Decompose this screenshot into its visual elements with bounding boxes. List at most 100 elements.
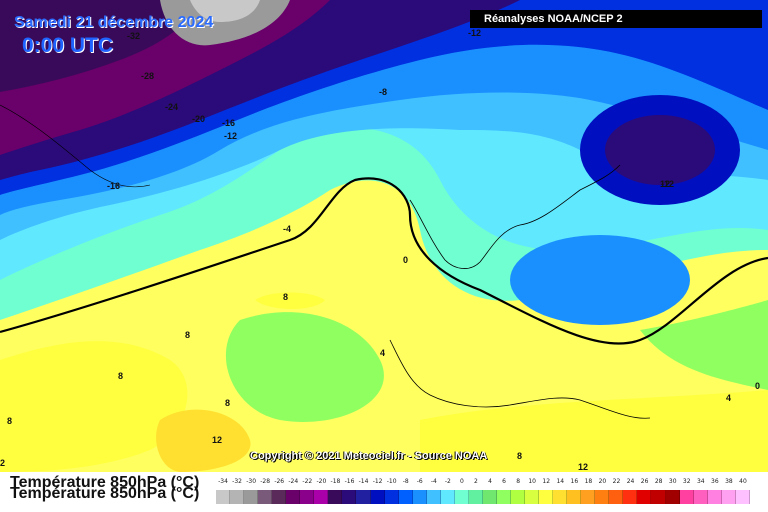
legend-swatch (230, 490, 245, 504)
contour-label: -12 (661, 179, 675, 189)
legend-title: Température 850hPa (°C) (10, 474, 200, 491)
contour-label: 12 (212, 435, 223, 445)
legend-swatch (426, 490, 441, 504)
contour-label: 0 (403, 255, 409, 265)
legend-tick-label: 18 (584, 478, 593, 485)
legend-swatch (328, 490, 343, 504)
legend-tick-label: 28 (654, 478, 663, 485)
contour-label: 8 (185, 330, 191, 340)
temperature-map (0, 0, 768, 472)
legend-tick-label: -8 (402, 478, 409, 485)
contour-label: -4 (283, 224, 292, 234)
source-label: Réanalyses NOAA/NCEP 2 (470, 10, 762, 28)
contour-label: 12 (578, 462, 589, 472)
legend-swatch (300, 490, 315, 504)
contour-label: 4 (380, 348, 386, 358)
legend-swatch (553, 490, 568, 504)
legend-tick-label: 8 (516, 478, 521, 485)
contour-label: -32 (127, 31, 141, 41)
legend-swatch (370, 490, 385, 504)
central-europe-cold (510, 235, 690, 325)
legend-tick-label: -2 (444, 478, 451, 485)
contour-label: 8 (225, 398, 231, 408)
zero-isotherm (0, 177, 768, 345)
legend-tick-label: -30 (246, 478, 257, 485)
legend-title-shadow: Température 850hPa (°C) (10, 485, 200, 502)
legend-tick-label: 30 (668, 478, 677, 485)
color-scale: -34 -32 -30 -28 -26 -24 -22 -20 -18 -16 -14 -12 -10-… (216, 472, 750, 512)
legend-swatch (244, 490, 259, 504)
legend-tick-label: 32 (682, 478, 691, 485)
contour-label: 2 (0, 458, 6, 468)
contour-label: -24 (165, 102, 179, 112)
legend-swatch (454, 490, 469, 504)
legend-tick-label: 2 (474, 478, 478, 485)
legend-swatch (272, 490, 287, 504)
legend-swatch (510, 490, 526, 504)
color-scale-labels: -34 -32 -30 -28 -26 -24 -22 -20 -18 -16 -14 -12 -10-… (216, 478, 750, 488)
legend-swatch (258, 490, 273, 504)
legend-tick-label: 38 (725, 478, 733, 485)
legend-tick-label: -32 (232, 478, 242, 485)
contour-label: 12 (660, 179, 671, 189)
warm-spot-8 (255, 292, 325, 309)
legend-tick-label: -12 (372, 478, 383, 485)
legend-swatch (707, 490, 722, 504)
legend-swatch (384, 490, 399, 504)
legend-swatch (216, 490, 231, 504)
legend-tick-label: -16 (344, 478, 355, 485)
coastline-north (409, 164, 621, 269)
legend-swatch (623, 490, 638, 504)
contour-label: -12 (468, 28, 482, 38)
map-time: 0:00 UTC (22, 34, 114, 57)
legend-tick-label: 16 (570, 478, 579, 485)
band-minus34 (190, 0, 260, 22)
coastline-greenland (0, 104, 151, 188)
legend-tick-label: 14 (556, 478, 565, 485)
legend-swatch (525, 490, 540, 504)
legend-tick-label: 26 (640, 478, 649, 485)
coastline-south (389, 339, 651, 419)
contour-label: -8 (379, 87, 388, 97)
legend-tick-label: -28 (260, 478, 271, 485)
legend-tick-label: -4 (430, 478, 437, 485)
legend-swatch (609, 490, 624, 504)
contour-label: -16 (107, 181, 121, 191)
cold-core-inner (605, 115, 715, 185)
legend-tick-label: 10 (528, 478, 536, 485)
legend-footer: Température 850hPa (°C) Température 850h… (0, 472, 768, 512)
legend-swatch (721, 490, 736, 504)
warm-zone-south (420, 390, 768, 472)
legend-swatch (693, 490, 708, 504)
legend-tick-label: 24 (626, 478, 635, 485)
legend-tick-label: -22 (302, 478, 313, 485)
legend-tick-label: 22 (612, 478, 621, 485)
band-minus28 (0, 0, 200, 92)
legend-swatch (342, 490, 357, 504)
color-scale-swatches (216, 490, 750, 504)
legend-swatch (482, 490, 497, 504)
legend-swatch (665, 490, 680, 504)
legend-swatch (440, 490, 455, 504)
legend-swatch (735, 490, 750, 504)
mid-atlantic-4 (225, 312, 384, 422)
band-minus32 (160, 0, 290, 46)
legend-swatch (412, 490, 427, 504)
legend-swatch (637, 490, 652, 504)
legend-swatch (496, 490, 511, 504)
legend-tick-label: 4 (488, 478, 492, 485)
legend-swatch (286, 490, 301, 504)
contour-label: -12 (224, 131, 238, 141)
legend-swatch (356, 490, 371, 504)
legend-tick-label: 34 (696, 478, 705, 485)
legend-swatch (567, 490, 582, 504)
turkey-region (640, 300, 768, 390)
legend-tick-label: -26 (274, 478, 285, 485)
legend-swatch (651, 490, 666, 504)
legend-tick-label: -20 (316, 478, 327, 485)
legend-tick-label: 12 (542, 478, 551, 485)
legend-tick-label: 6 (502, 478, 506, 485)
contour-label: 8 (517, 451, 523, 461)
legend-swatch (314, 490, 329, 504)
